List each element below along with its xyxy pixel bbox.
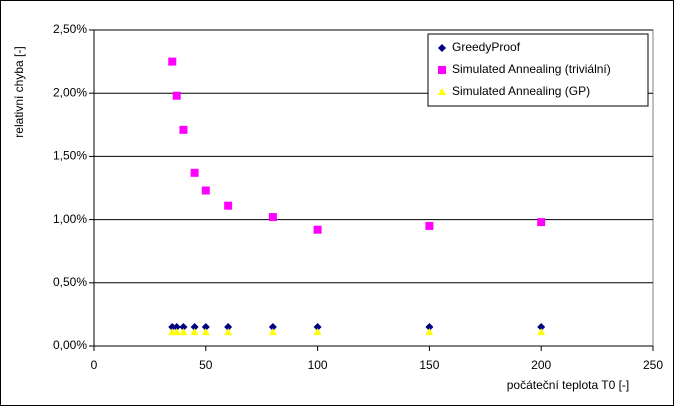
x-tick-label: 0 bbox=[91, 358, 98, 372]
x-tick-label: 50 bbox=[199, 358, 213, 372]
point bbox=[190, 328, 199, 336]
point bbox=[190, 168, 199, 177]
legend-marker bbox=[438, 66, 446, 74]
y-tick-label: 0,50% bbox=[53, 275, 87, 289]
point bbox=[425, 323, 434, 332]
legend-marker bbox=[438, 44, 446, 52]
y-tick-label: 0,00% bbox=[53, 338, 87, 352]
point bbox=[179, 328, 188, 336]
legend-label: Simulated Annealing (GP) bbox=[452, 84, 590, 98]
point bbox=[268, 328, 277, 336]
point bbox=[201, 328, 210, 336]
x-tick-label: 150 bbox=[419, 358, 439, 372]
x-axis-label: počáteční teplota T0 [-] bbox=[507, 378, 630, 392]
point bbox=[172, 323, 181, 332]
x-tick-label: 100 bbox=[308, 358, 328, 372]
y-tick-label: 1,50% bbox=[53, 149, 87, 163]
point bbox=[168, 57, 177, 66]
point bbox=[313, 328, 322, 336]
point bbox=[201, 186, 210, 195]
y-tick-label: 2,50% bbox=[53, 22, 87, 36]
point bbox=[224, 328, 233, 336]
point bbox=[172, 91, 181, 100]
point bbox=[168, 323, 177, 332]
point bbox=[425, 221, 434, 230]
point bbox=[313, 225, 322, 234]
point bbox=[224, 323, 233, 332]
point bbox=[537, 218, 546, 227]
point bbox=[537, 323, 546, 332]
point bbox=[190, 323, 199, 332]
legend-marker bbox=[438, 88, 446, 95]
y-tick-label: 2,00% bbox=[53, 85, 87, 99]
point bbox=[268, 213, 277, 222]
point bbox=[179, 125, 188, 134]
point bbox=[201, 323, 210, 332]
legend-label: GreedyProof bbox=[452, 40, 521, 54]
legend-box bbox=[427, 33, 649, 107]
point bbox=[425, 328, 434, 336]
point bbox=[179, 323, 188, 332]
y-tick-label: 1,00% bbox=[53, 212, 87, 226]
legend-label: Simulated Annealing (triviální) bbox=[452, 62, 611, 76]
point bbox=[537, 328, 546, 336]
point bbox=[268, 323, 277, 332]
point bbox=[172, 328, 181, 336]
point bbox=[313, 323, 322, 332]
y-axis-label: relativní chyba [-] bbox=[12, 46, 26, 137]
x-tick-label: 200 bbox=[531, 358, 551, 372]
x-tick-label: 250 bbox=[643, 358, 663, 372]
point bbox=[224, 201, 233, 210]
